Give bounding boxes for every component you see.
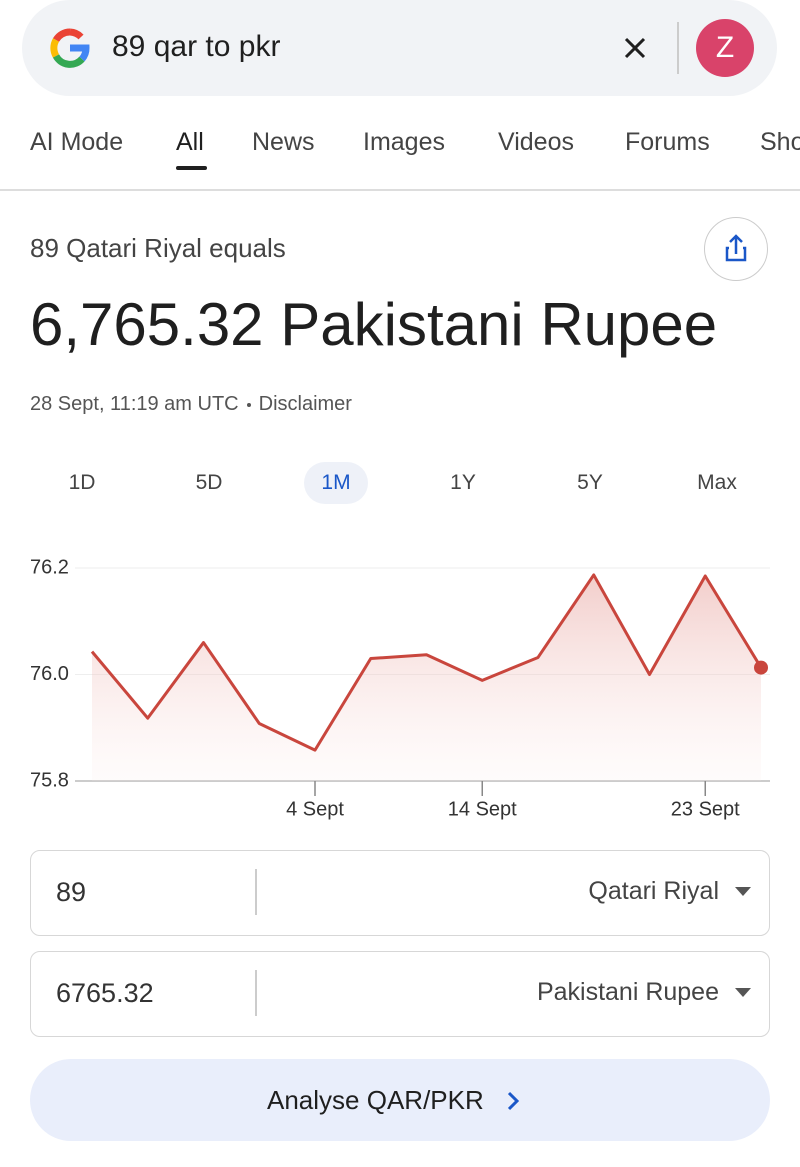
range-button[interactable]: 1Y [450, 471, 476, 494]
range-button[interactable]: 1D [68, 471, 96, 494]
range-button[interactable]: Max [697, 471, 737, 494]
x-tick-label: 14 Sept [448, 798, 517, 820]
end-point [754, 660, 768, 675]
tab[interactable]: Forums [625, 128, 710, 156]
x-tick-label: 4 Sept [286, 798, 344, 820]
area [92, 574, 761, 781]
search-query[interactable]: 89 qar to pkr [112, 30, 281, 63]
dropdown-arrow [735, 887, 751, 896]
analyse-button[interactable]: Analyse QAR/PKR [30, 1059, 770, 1141]
timestamp-line: 28 Sept, 11:19 am UTC Disclaimer [30, 393, 352, 416]
separator [677, 22, 679, 74]
x-tick-label: 23 Sept [671, 798, 740, 820]
share-button[interactable] [704, 217, 768, 281]
tab[interactable]: Images [363, 128, 445, 156]
tab-indicator [176, 166, 207, 170]
from-amount[interactable]: 89 [56, 877, 87, 907]
y-tick-label: 75.8 [30, 769, 69, 791]
analyse-label[interactable]: Analyse QAR/PKR [267, 1085, 484, 1115]
y-tick-label: 76.0 [30, 663, 69, 685]
dot [246, 402, 251, 407]
to-amount[interactable]: 6765.32 [56, 978, 154, 1008]
converter-to[interactable]: 6765.32 Pakistani Rupee [30, 951, 770, 1037]
google-logo [50, 28, 90, 68]
y-tick-label: 76.2 [30, 556, 69, 578]
tab[interactable]: Sho [760, 128, 800, 156]
timestamp: 28 Sept, 11:19 am UTC [30, 393, 239, 415]
search-bar[interactable]: 89 qar to pkr Z [22, 0, 777, 96]
range-button[interactable]: 5Y [577, 471, 603, 494]
result-subtitle: 89 Qatari Riyal equals [30, 233, 286, 263]
result-amount: 6,765.32 Pakistani Rupee [30, 291, 718, 358]
chart: 75.8 76.0 76.2 4 Sept 14 Sept 23 Sept [30, 556, 770, 820]
separator [255, 970, 257, 1016]
clear-button[interactable] [624, 37, 646, 59]
to-currency[interactable]: Pakistani Rupee [536, 978, 719, 1006]
range-button[interactable]: 5D [195, 471, 223, 494]
divider [0, 189, 800, 191]
share-icon [725, 234, 747, 262]
avatar[interactable]: Z [696, 19, 754, 77]
line [90, 573, 763, 752]
chevron [507, 1091, 520, 1111]
tab[interactable]: AI Mode [30, 128, 124, 156]
tab[interactable]: All [176, 128, 204, 156]
converter-from[interactable]: 89 Qatari Riyal [30, 850, 770, 936]
from-currency[interactable]: Qatari Riyal [588, 877, 719, 905]
disclaimer-link[interactable]: Disclaimer [258, 393, 352, 415]
separator [255, 869, 257, 915]
range-button[interactable]: 1M [304, 462, 368, 504]
tab[interactable]: Videos [498, 128, 574, 156]
tab[interactable]: News [252, 128, 315, 156]
dropdown-arrow [735, 988, 751, 997]
